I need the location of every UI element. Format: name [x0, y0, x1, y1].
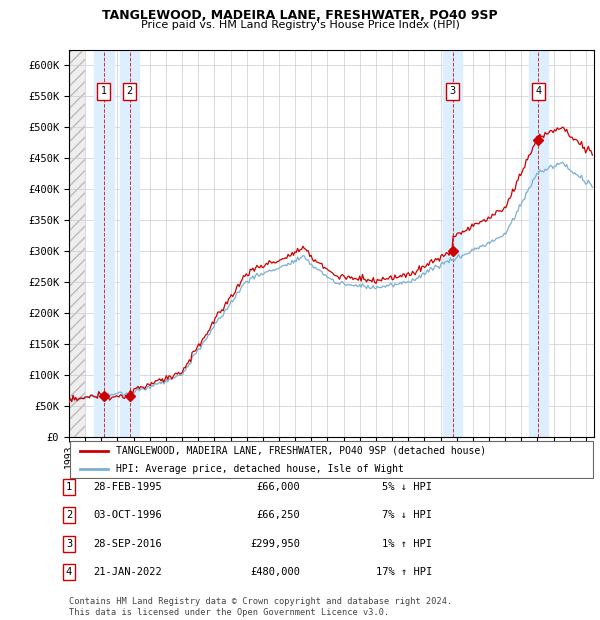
Bar	[529, 50, 548, 437]
Text: 4: 4	[535, 86, 541, 96]
Text: £299,950: £299,950	[250, 539, 300, 549]
Text: Price paid vs. HM Land Registry's House Price Index (HPI): Price paid vs. HM Land Registry's House …	[140, 20, 460, 30]
Text: 2: 2	[127, 86, 133, 96]
Text: TANGLEWOOD, MADEIRA LANE, FRESHWATER, PO40 9SP: TANGLEWOOD, MADEIRA LANE, FRESHWATER, PO…	[102, 9, 498, 22]
Text: 7% ↓ HPI: 7% ↓ HPI	[382, 510, 432, 520]
Text: 17% ↑ HPI: 17% ↑ HPI	[376, 567, 432, 577]
Bar	[94, 50, 113, 437]
Text: 5% ↓ HPI: 5% ↓ HPI	[382, 482, 432, 492]
Text: 28-FEB-1995: 28-FEB-1995	[93, 482, 162, 492]
Text: 3: 3	[66, 539, 72, 549]
Text: £66,000: £66,000	[256, 482, 300, 492]
Text: 3: 3	[449, 86, 455, 96]
Text: 2: 2	[66, 510, 72, 520]
Text: 1: 1	[101, 86, 107, 96]
Text: £480,000: £480,000	[250, 567, 300, 577]
Text: 1% ↑ HPI: 1% ↑ HPI	[382, 539, 432, 549]
Text: 28-SEP-2016: 28-SEP-2016	[93, 539, 162, 549]
Bar	[443, 50, 462, 437]
Text: HPI: Average price, detached house, Isle of Wight: HPI: Average price, detached house, Isle…	[116, 464, 404, 474]
Text: Contains HM Land Registry data © Crown copyright and database right 2024.
This d: Contains HM Land Registry data © Crown c…	[69, 598, 452, 617]
Text: 03-OCT-1996: 03-OCT-1996	[93, 510, 162, 520]
Text: TANGLEWOOD, MADEIRA LANE, FRESHWATER, PO40 9SP (detached house): TANGLEWOOD, MADEIRA LANE, FRESHWATER, PO…	[116, 446, 487, 456]
Text: 21-JAN-2022: 21-JAN-2022	[93, 567, 162, 577]
Bar	[69, 50, 85, 437]
FancyBboxPatch shape	[70, 441, 593, 478]
Text: 4: 4	[66, 567, 72, 577]
Text: £66,250: £66,250	[256, 510, 300, 520]
Text: 1: 1	[66, 482, 72, 492]
Text: HPI: Average price, detached house, Isle of Wight: HPI: Average price, detached house, Isle…	[116, 464, 404, 474]
Bar	[120, 50, 139, 437]
Text: TANGLEWOOD, MADEIRA LANE, FRESHWATER, PO40 9SP (detached house): TANGLEWOOD, MADEIRA LANE, FRESHWATER, PO…	[116, 446, 487, 456]
